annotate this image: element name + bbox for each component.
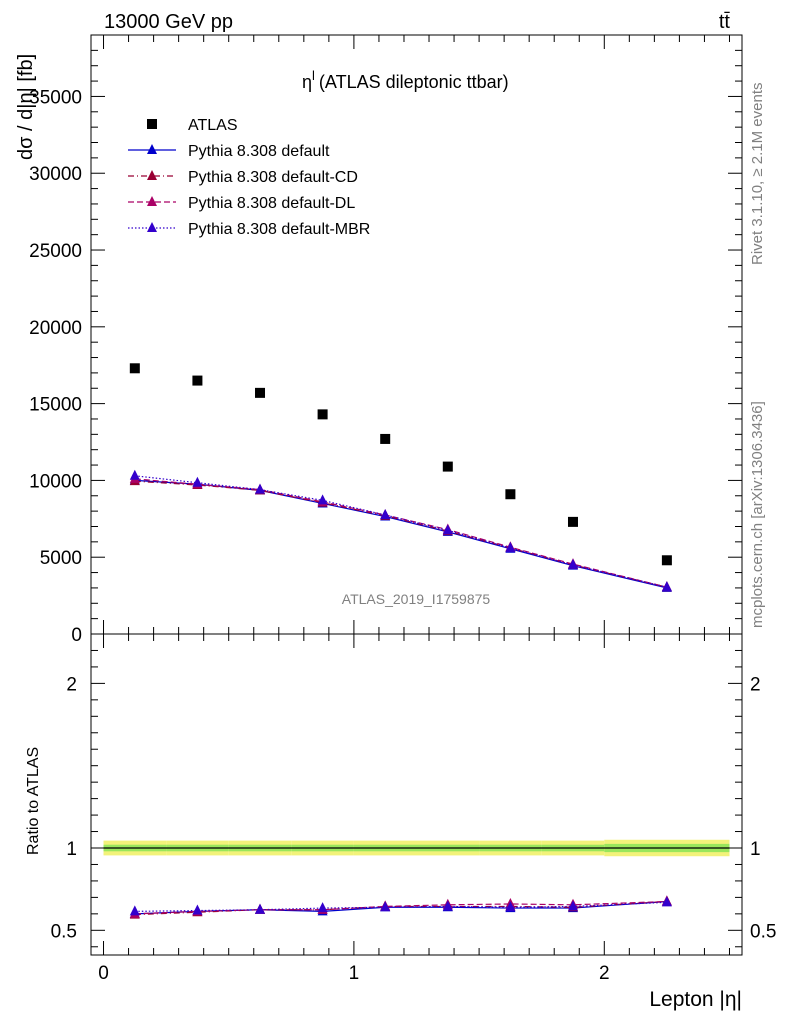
main-ytick-label: 25000 <box>29 241 82 262</box>
legend-label: Pythia 8.308 default-MBR <box>188 221 370 238</box>
atlas-data-point <box>129 363 140 374</box>
legend-label: Pythia 8.308 default-CD <box>188 169 358 186</box>
mc-marker-4 <box>505 541 516 552</box>
legend-marker-4 <box>147 222 157 232</box>
mc-marker-4 <box>255 483 266 494</box>
plot-title-main: η <box>302 72 312 92</box>
legend-marker-3 <box>147 196 157 206</box>
ratio-marker-3 <box>317 902 328 913</box>
main-ytick-label: 10000 <box>29 471 82 492</box>
atlas-data-point <box>567 516 578 527</box>
ratio-ytick-label-right: 2 <box>750 674 761 695</box>
energy-label: 13000 GeV pp <box>104 11 233 33</box>
ratio-ytick-label: 0.5 <box>51 921 77 942</box>
rivet-label: Rivet 3.1.10, ≥ 2.1M events <box>749 83 766 266</box>
main-plot-panel: 0 5000 10000 15000 20000 25000 30000 35000 ηl (AT… <box>15 34 743 646</box>
ratio-marker-3 <box>129 905 140 916</box>
plot-title-rest: (ATLAS dileptonic ttbar) <box>319 72 509 92</box>
ratio-line-2 <box>134 900 667 915</box>
ratio-frame <box>90 633 743 956</box>
mc-line-1 <box>134 479 668 589</box>
atlas-data-point <box>380 433 391 444</box>
mc-marker-4 <box>129 469 140 480</box>
main-ytick-label: 15000 <box>29 395 82 416</box>
ratio-plot-panel: 0.5 0.5 1 1 2 2 0 1 2 Ratio to ATLAS Lepton |η| <box>25 633 776 1011</box>
analysis-watermark: ATLAS_2019_I1759875 <box>342 591 491 607</box>
ratio-marker-3 <box>192 904 203 915</box>
ratio-marker-3 <box>442 900 453 911</box>
process-label: tt̄ <box>719 11 731 33</box>
mcplots-label: mcplots.cern.ch [arXiv:1306.3436] <box>749 401 766 628</box>
main-ytick-label: 30000 <box>29 164 82 185</box>
ratio-ytick-label: 1 <box>66 839 77 860</box>
main-ytick-label: 0 <box>71 625 82 646</box>
legend-label: ATLAS <box>188 117 238 134</box>
mc-marker-4 <box>567 558 578 569</box>
mc-marker-4 <box>380 508 391 519</box>
legend-marker-2 <box>147 170 157 180</box>
mc-line-3 <box>134 478 668 588</box>
mc-marker-4 <box>317 494 328 505</box>
ratio-marker-3 <box>661 896 672 907</box>
ratio-marker-3 <box>255 903 266 914</box>
ratio-ytick-label-right: 0.5 <box>750 921 776 942</box>
legend-label: Pythia 8.308 default <box>188 143 330 160</box>
ratio-line-1 <box>134 900 667 916</box>
mc-line-2 <box>134 480 668 588</box>
ratio-marker-3 <box>567 900 578 911</box>
ratio-marker-3 <box>380 901 391 912</box>
main-ytick-label: 5000 <box>40 548 82 569</box>
plot-title: ηl (ATLAS dileptonic ttbar) <box>302 68 509 92</box>
atlas-data-point <box>255 387 266 398</box>
atlas-data-point <box>505 489 516 500</box>
ratio-xtick-label: 2 <box>599 963 610 984</box>
ratio-line-3 <box>134 901 667 912</box>
ratio-marker-3 <box>505 901 516 912</box>
ratio-ytick-label-right: 1 <box>750 839 761 860</box>
main-ytick-label: 20000 <box>29 318 82 339</box>
ratio-xlabel: Lepton |η| <box>649 988 742 1011</box>
mc-marker-4 <box>192 476 203 487</box>
atlas-data-point <box>317 409 328 420</box>
ratio-ylabel: Ratio to ATLAS <box>25 747 42 855</box>
legend-marker-1 <box>147 144 157 154</box>
ratio-ytick-label: 2 <box>66 674 77 695</box>
main-ytick-label: 35000 <box>29 87 82 108</box>
atlas-data-point <box>192 375 203 386</box>
legend-marker-atlas <box>147 119 157 129</box>
ratio-xtick-label: 0 <box>98 963 109 984</box>
atlas-data-point <box>442 461 453 472</box>
mc-marker-4 <box>661 581 672 592</box>
atlas-data-point <box>661 555 672 566</box>
legend-label: Pythia 8.308 default-DL <box>188 195 355 212</box>
mc-line-4 <box>134 475 668 588</box>
plot-title-sup: l <box>312 68 315 83</box>
main-ylabel: dσ / d|η| [fb] <box>15 54 37 160</box>
ratio-xtick-label: 1 <box>349 963 360 984</box>
mc-marker-4 <box>442 524 453 535</box>
